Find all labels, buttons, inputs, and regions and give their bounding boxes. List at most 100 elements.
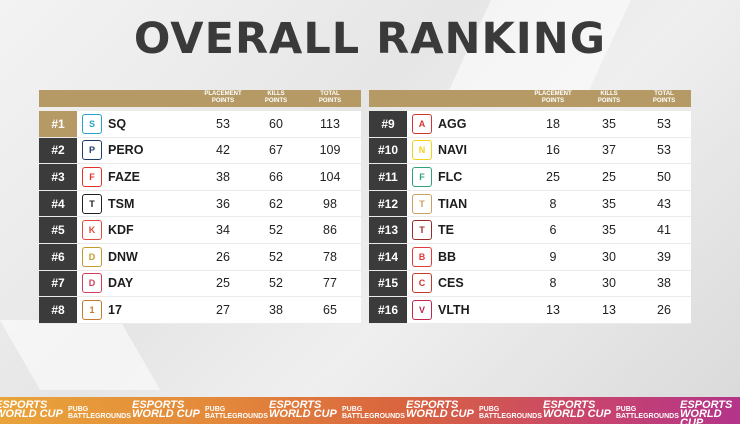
team-name: TE [438, 223, 454, 238]
placement-points: 18 [546, 116, 560, 131]
total-points: 43 [657, 196, 671, 211]
total-points: 65 [323, 302, 337, 317]
sq-logo-icon: S [82, 113, 102, 134]
pubg-line: PUBG [68, 406, 89, 413]
team-name: SQ [108, 116, 127, 131]
table-row: #11 F FLC 25 25 50 [369, 164, 691, 191]
esports-world-cup-logo: ESPORTS WORLD CUP [543, 399, 611, 420]
17-logo-icon: 1 [82, 299, 102, 320]
brand-line: WORLD CUP [680, 408, 722, 424]
kills-points: 66 [269, 169, 283, 184]
rank-cell: #2 [39, 137, 77, 164]
placement-points: 53 [216, 116, 230, 131]
total-points-header: TOTAL POINTS [318, 91, 342, 104]
brand-line: ESPORTS [543, 399, 596, 411]
agg-logo-icon: A [412, 113, 432, 134]
table-row: #5 K KDF 34 52 86 [39, 217, 361, 244]
kills-points: 30 [602, 276, 616, 291]
rank-cell: #16 [369, 297, 407, 323]
team-name: 17 [108, 302, 122, 317]
kills-points: 35 [602, 196, 616, 211]
placement-points: 25 [216, 276, 230, 291]
dnw-logo-icon: D [82, 246, 102, 267]
rank-cell: #9 [369, 111, 407, 137]
table-header: PLACEMENT POINTS KILLS POINTS TOTAL POINTS [39, 90, 361, 107]
esports-world-cup-logo: ESPORTS WORLD CUP [406, 400, 474, 420]
total-points: 109 [319, 143, 341, 158]
team-name: VLTH [438, 302, 470, 317]
background-shape [0, 320, 161, 390]
placement-points: 42 [216, 143, 230, 158]
placement-points: 9 [549, 249, 557, 264]
placement-points: 8 [549, 196, 557, 211]
kills-points: 35 [602, 223, 616, 238]
brand-line: ESPORTS [680, 399, 733, 411]
brand-line: WORLD CUP [543, 408, 611, 420]
rank-cell: #8 [39, 297, 77, 323]
kills-points: 62 [269, 196, 283, 211]
flc-logo-icon: F [412, 166, 432, 187]
total-points: 41 [657, 223, 671, 238]
pubg-line: PUBG [342, 406, 363, 413]
rank-cell: #14 [369, 243, 407, 270]
total-points: 86 [323, 223, 337, 238]
pubg-line: BATTLEGROUNDS [205, 413, 268, 420]
kills-points: 52 [269, 276, 283, 291]
ces-logo-icon: C [412, 273, 432, 294]
pubg-line: BATTLEGROUNDS [68, 413, 131, 420]
table-row: #8 1 17 27 38 65 [39, 297, 361, 324]
total-points-header: TOTAL POINTS [652, 91, 676, 104]
table-row: #16 V VLTH 13 13 26 [369, 297, 691, 324]
brand-line: WORLD CUP [406, 408, 474, 420]
table-row: #10 N NAVI 16 37 53 [369, 137, 691, 165]
esports-world-cup-logo: ESPORTS WORLD CUP [132, 399, 200, 420]
bb-logo-icon: B [412, 246, 432, 267]
table-row: #1 S SQ 53 60 113 [39, 111, 361, 138]
brand-line: ESPORTS [269, 399, 322, 411]
rank-cell: #13 [369, 217, 407, 243]
total-points: 77 [323, 276, 337, 291]
total-points: 53 [657, 116, 671, 131]
pubg-line: BATTLEGROUNDS [616, 413, 679, 420]
pubg-battlegrounds-logo: PUBG BATTLEGROUNDS [205, 406, 268, 420]
team-name: DAY [108, 276, 134, 291]
kills-points: 52 [269, 223, 283, 238]
tian-logo-icon: T [412, 193, 432, 214]
pubg-battlegrounds-logo: PUBG BATTLEGROUNDS [479, 406, 542, 420]
day-logo-icon: D [82, 273, 102, 294]
kills-points: 38 [269, 302, 283, 317]
team-name: KDF [108, 223, 134, 238]
table-row: #6 D DNW 26 52 78 [39, 243, 361, 271]
kills-points-header: KILLS POINTS [597, 91, 621, 104]
kills-points: 60 [269, 116, 283, 131]
table-row: #14 B BB 9 30 39 [369, 243, 691, 271]
esports-world-cup-logo: ESPORTS WORLD CUP [269, 399, 337, 420]
team-name: PERO [108, 143, 144, 158]
pubg-battlegrounds-logo: PUBG BATTLEGROUNDS [68, 406, 131, 420]
rank-cell: #10 [369, 137, 407, 164]
ranking-rows-right: #9 A AGG 18 35 53 #10 N NAVI 16 37 53 #11 F FLC 25 25 50 #… [369, 111, 691, 324]
pubg-battlegrounds-logo: PUBG BATTLEGROUNDS [342, 406, 405, 420]
pubg-line: BATTLEGROUNDS [479, 413, 542, 420]
brand-line: ESPORTS [132, 399, 185, 411]
pubg-line: PUBG [616, 406, 637, 413]
esports-world-cup-banner: ESPORTS WORLD CUP PUBG BATTLEGROUNDS ESPORTS… [0, 397, 740, 424]
rank-cell: #15 [369, 270, 407, 297]
placement-points-header: PLACEMENT POINTS [204, 91, 242, 104]
team-name: CES [438, 276, 464, 291]
rank-cell: #6 [39, 243, 77, 270]
pubg-line: BATTLEGROUNDS [342, 413, 405, 420]
placement-points: 27 [216, 302, 230, 317]
team-name: BB [438, 249, 457, 264]
kills-points: 37 [602, 143, 616, 158]
kills-points: 13 [602, 302, 616, 317]
total-points: 39 [657, 249, 671, 264]
placement-points: 25 [546, 169, 560, 184]
placement-points: 38 [216, 169, 230, 184]
table-row: #13 T TE 6 35 41 [369, 217, 691, 244]
team-name: NAVI [438, 143, 467, 158]
brand-line: ESPORTS [0, 399, 48, 411]
rank-cell: #3 [39, 164, 77, 190]
table-row: #2 P PERO 42 67 109 [39, 137, 361, 165]
brand-line: WORLD CUP [269, 408, 337, 420]
